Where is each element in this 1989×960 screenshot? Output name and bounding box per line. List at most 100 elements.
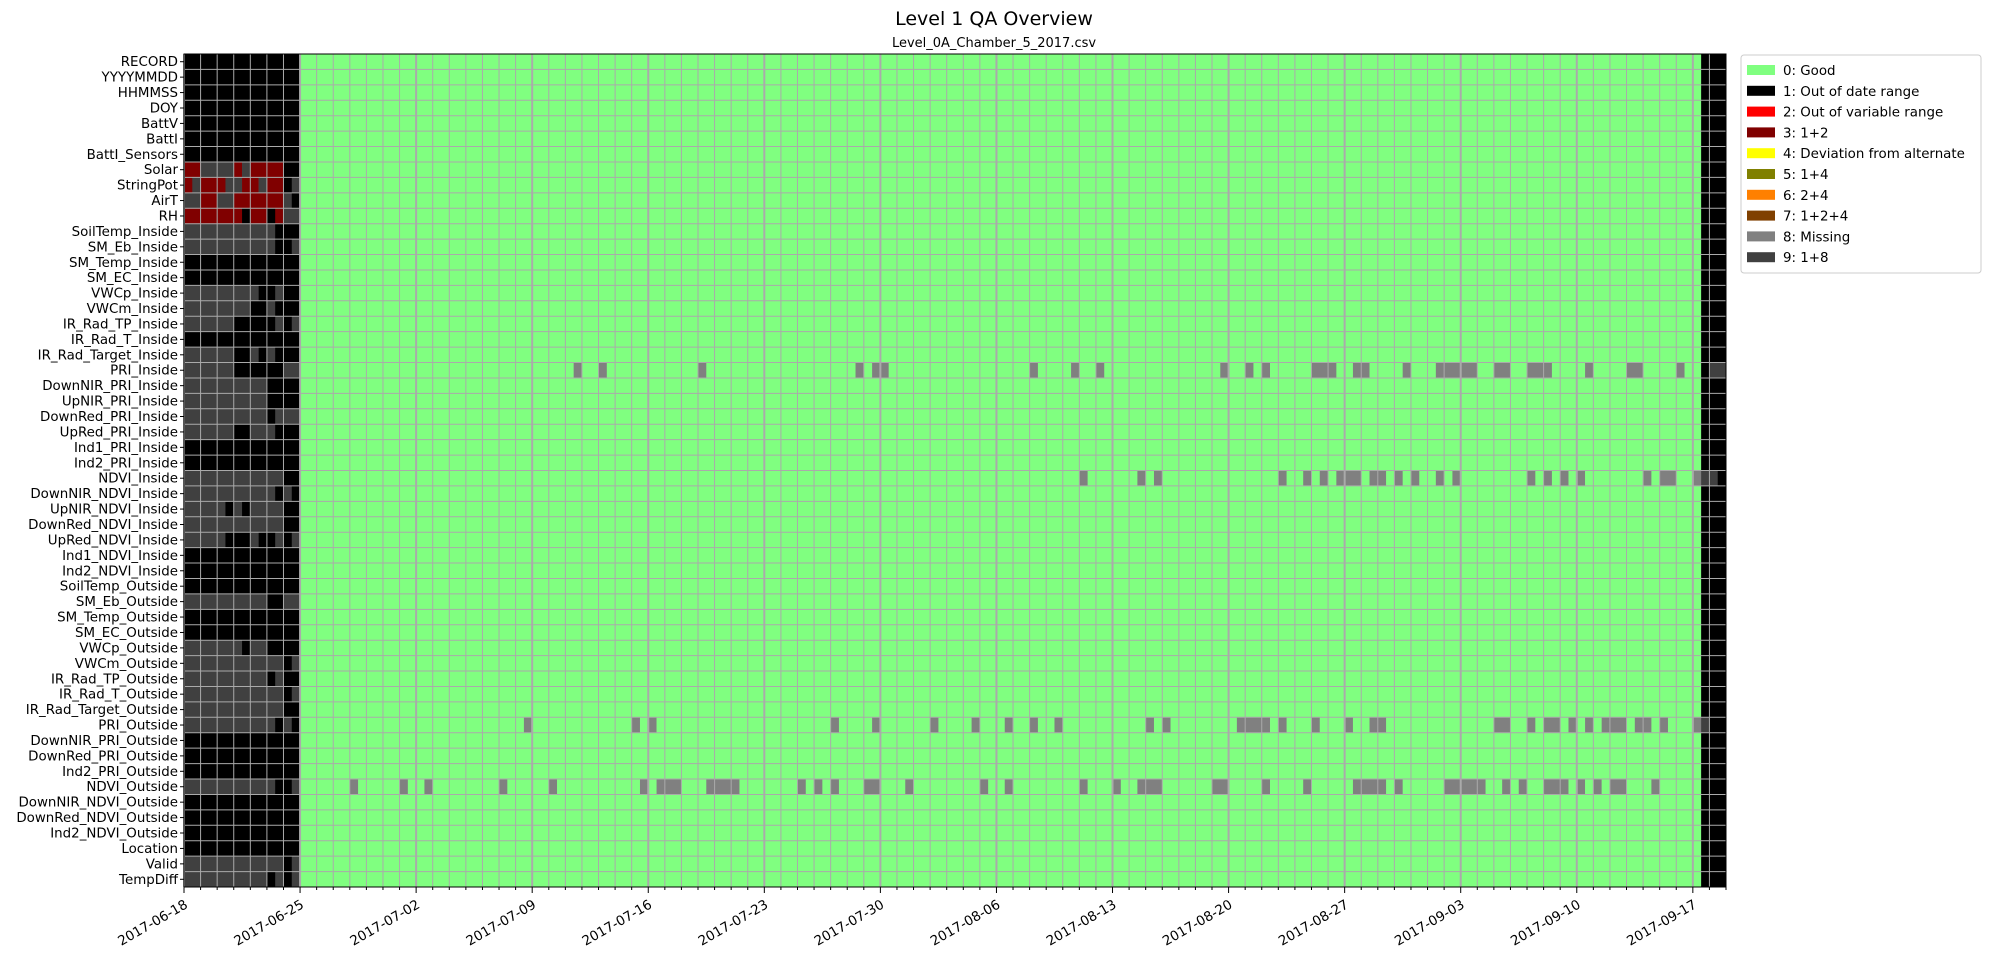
- heatmap-cell: [275, 347, 301, 363]
- heatmap-cell: [291, 779, 301, 795]
- heatmap-cell: [283, 192, 293, 209]
- heatmap-cell: [184, 563, 301, 579]
- y-tick-label: NDVI_Inside: [98, 472, 178, 487]
- y-tick-label: DownNIR_PRI_Outside: [30, 734, 178, 749]
- heatmap-cell: [1527, 362, 1553, 379]
- heatmap-cell: [971, 717, 981, 734]
- heatmap-cell: [1701, 671, 1727, 687]
- heatmap-cell: [648, 717, 657, 734]
- heatmap-cell: [1626, 717, 1636, 734]
- heatmap-cell: [1701, 655, 1727, 672]
- heatmap-cell: [1701, 424, 1727, 440]
- heatmap-cell: [1701, 100, 1727, 117]
- y-tick-label: DownNIR_PRI_Inside: [42, 379, 178, 394]
- heatmap-cell: [606, 362, 699, 379]
- heatmap-cell: [1701, 146, 1727, 163]
- heatmap-cell: [1585, 717, 1594, 734]
- heatmap-cell: [283, 593, 301, 610]
- heatmap-cell: [184, 871, 268, 888]
- heatmap-cell: [300, 208, 1702, 224]
- y-tick-label: UpRed_PRI_Inside: [60, 425, 178, 440]
- heatmap-cell: [266, 593, 284, 610]
- heatmap-cell: [266, 300, 276, 317]
- heatmap-cell: [1701, 779, 1727, 795]
- heatmap-cell: [291, 177, 301, 194]
- heatmap-cell: [1145, 470, 1155, 487]
- heatmap-cell: [1394, 779, 1403, 795]
- x-tick-label: 2017-07-30: [812, 898, 887, 950]
- heatmap-cell: [1676, 470, 1694, 487]
- heatmap-cell: [184, 609, 301, 626]
- heatmap-cell: [283, 501, 301, 518]
- heatmap-cell: [184, 393, 268, 410]
- heatmap-cell: [830, 717, 840, 734]
- heatmap-cell: [250, 300, 268, 317]
- heatmap-cell: [275, 671, 284, 687]
- heatmap-cell: [1493, 717, 1511, 734]
- heatmap-cell: [1054, 717, 1064, 734]
- y-tick-label: BattV: [141, 117, 179, 132]
- x-tick-label: 2017-07-09: [464, 898, 539, 950]
- heatmap-cell: [1568, 717, 1578, 734]
- heatmap-cell: [1651, 470, 1660, 487]
- heatmap-cell: [291, 871, 301, 888]
- heatmap-cell: [233, 424, 251, 440]
- legend-swatch: [1747, 210, 1775, 221]
- heatmap-cell: [598, 362, 608, 379]
- heatmap-cell: [979, 717, 1006, 734]
- heatmap-cell: [184, 763, 301, 780]
- heatmap-cell: [200, 192, 218, 209]
- heatmap-cell: [1701, 69, 1727, 86]
- y-tick-label: DownRed_NDVI_Inside: [28, 518, 178, 533]
- y-tick-label: VWCm_Inside: [87, 302, 178, 317]
- y-tick-label: HHMMSS: [118, 86, 178, 101]
- heatmap-cell: [275, 408, 301, 425]
- legend-entry-label: 6: 2+4: [1783, 189, 1829, 204]
- heatmap-cell: [1543, 717, 1561, 734]
- x-tick-label: 2017-09-03: [1392, 898, 1467, 950]
- chart-subtitle: Level_0A_Chamber_5_2017.csv: [892, 36, 1096, 51]
- heatmap-cell: [639, 717, 649, 734]
- heatmap-cell: [1386, 470, 1395, 487]
- heatmap-cell: [1676, 362, 1685, 379]
- heatmap-cell: [1701, 809, 1727, 826]
- heatmap-cell: [283, 516, 301, 533]
- heatmap-cell: [1510, 779, 1520, 795]
- heatmap-cell: [1253, 362, 1263, 379]
- heatmap-cell: [855, 362, 865, 379]
- heatmap-cell: [184, 377, 268, 394]
- heatmap-cell: [1029, 362, 1039, 379]
- heatmap-cell: [283, 362, 301, 379]
- y-tick-label: IR_Rad_TP_Outside: [51, 672, 178, 687]
- heatmap-cell: [184, 177, 193, 194]
- legend-swatch: [1747, 231, 1775, 242]
- heatmap-cell: [830, 779, 840, 795]
- legend-entry-label: 8: Missing: [1783, 230, 1850, 245]
- heatmap-cell: [1701, 393, 1727, 410]
- heatmap-cell: [1701, 640, 1727, 656]
- heatmap-cell: [275, 532, 284, 548]
- heatmap-cell: [1701, 748, 1727, 764]
- heatmap-cell: [242, 501, 251, 518]
- y-tick-label: SM_Temp_Outside: [57, 611, 178, 626]
- heatmap-cell: [1701, 377, 1727, 394]
- heatmap-cell: [1560, 717, 1569, 734]
- heatmap-cell: [1701, 609, 1727, 626]
- heatmap-cell: [1701, 686, 1727, 703]
- heatmap-cell: [184, 748, 301, 764]
- legend-swatch: [1747, 148, 1775, 159]
- heatmap-cell: [225, 532, 251, 548]
- heatmap-cell: [283, 671, 301, 687]
- heatmap-cell: [1568, 470, 1578, 487]
- y-tick-label: VWCm_Outside: [75, 657, 178, 672]
- y-tick-label: SoilTemp_Inside: [72, 225, 178, 240]
- heatmap-cell: [1261, 362, 1271, 379]
- heatmap-cell: [184, 485, 276, 502]
- heatmap-cell: [184, 115, 301, 132]
- x-tick-label: 2017-06-25: [232, 898, 307, 950]
- heatmap-cell: [184, 208, 243, 224]
- heatmap-cell: [1701, 455, 1727, 471]
- heatmap-cell: [656, 717, 831, 734]
- heatmap-cell: [1087, 779, 1113, 795]
- heatmap-cell: [1270, 779, 1304, 795]
